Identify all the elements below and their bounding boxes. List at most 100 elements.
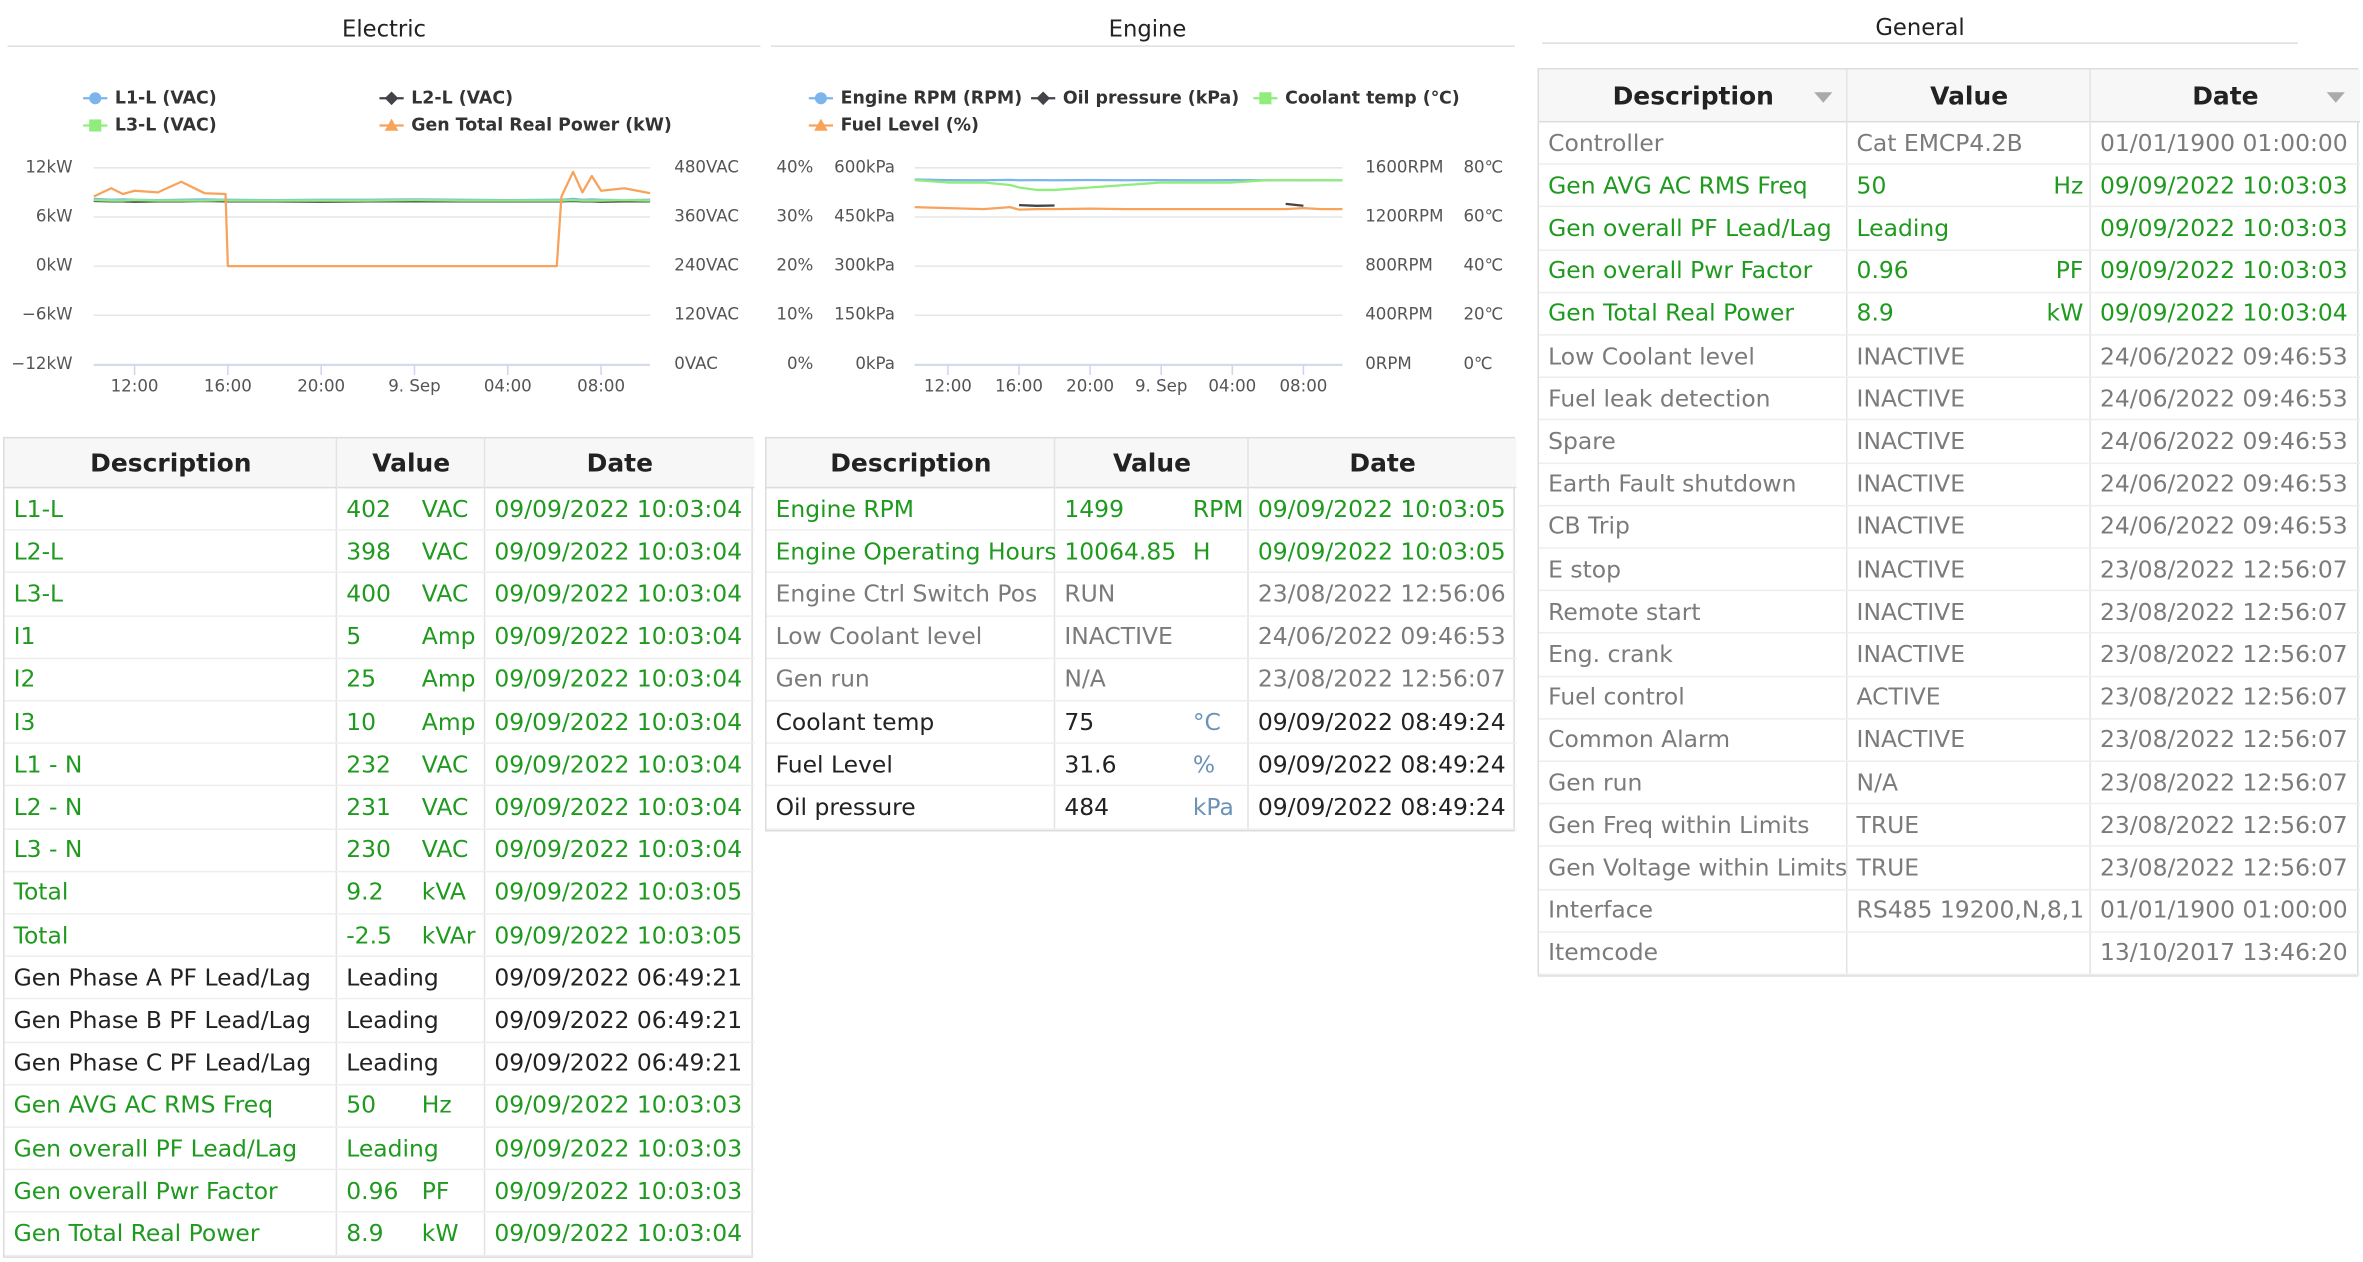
data-table: Description Value Date Controller Cat EMCP4.… bbox=[1537, 68, 2360, 977]
date-cell: 09/09/2022 10:03:04 bbox=[485, 829, 755, 873]
description-cell: Interface bbox=[1539, 890, 1848, 933]
sort-icon[interactable] bbox=[2326, 91, 2345, 103]
column-header: Value bbox=[1055, 438, 1249, 489]
date-cell: 09/09/2022 08:49:24 bbox=[1248, 787, 1517, 830]
value-text: Cat EMCP4.2B bbox=[1856, 129, 2023, 157]
description-cell: Engine Ctrl Switch Pos bbox=[766, 574, 1056, 617]
description-cell: Controller bbox=[1539, 122, 1848, 166]
description-cell: Gen overall PF Lead/Lag bbox=[4, 1128, 338, 1171]
description-cell: L3-L bbox=[4, 574, 338, 617]
value-cell: INACTIVE bbox=[1847, 464, 2091, 507]
value-text: Leading bbox=[346, 1049, 439, 1077]
value-text: N/A bbox=[1064, 665, 1106, 694]
y-tick-label: 240VAC bbox=[674, 256, 739, 275]
value-cell: 5 Amp bbox=[337, 616, 486, 659]
y-tick-label: 0% bbox=[787, 354, 813, 373]
value-text: 50 bbox=[346, 1092, 377, 1120]
column-header: Description bbox=[766, 438, 1056, 489]
value-text: INACTIVE bbox=[1856, 555, 1966, 583]
value-text: 0.96 bbox=[1856, 257, 1909, 285]
value-cell: INACTIVE bbox=[1055, 616, 1249, 659]
date-cell: 23/08/2022 12:56:07 bbox=[2090, 847, 2360, 890]
y-tick-label: 480VAC bbox=[674, 157, 739, 176]
unit-text: Amp bbox=[421, 623, 476, 651]
y-tick-label: 0RPM bbox=[1365, 354, 1411, 373]
value-text: 8.9 bbox=[1856, 299, 1894, 328]
sort-icon[interactable] bbox=[1814, 91, 1833, 103]
unit-text: VAC bbox=[421, 495, 469, 523]
description-cell: Oil pressure bbox=[766, 787, 1056, 830]
date-cell: 24/06/2022 09:46:53 bbox=[2090, 336, 2360, 379]
description-cell: Remote start bbox=[1539, 591, 1848, 635]
column-header[interactable]: Description bbox=[1539, 69, 1848, 123]
value-cell: ACTIVE bbox=[1847, 677, 2091, 720]
value-text: Leading bbox=[346, 964, 439, 992]
date-cell: 09/09/2022 10:03:04 bbox=[485, 574, 755, 617]
value-cell: Leading bbox=[337, 1000, 486, 1043]
description-cell: I2 bbox=[4, 659, 338, 702]
unit-text: kW bbox=[2046, 299, 2084, 328]
value-cell: Cat EMCP4.2B bbox=[1847, 122, 2091, 166]
description-cell: E stop bbox=[1539, 549, 1848, 592]
date-cell: 24/06/2022 09:46:53 bbox=[1248, 616, 1517, 659]
y-tick-label: 10% bbox=[776, 305, 813, 324]
series-line bbox=[914, 205, 1343, 211]
value-cell: N/A bbox=[1847, 762, 2091, 805]
y-tick-label: 400RPM bbox=[1365, 305, 1433, 324]
value-text: Leading bbox=[1856, 214, 1950, 242]
value-cell: INACTIVE bbox=[1847, 378, 2091, 421]
description-cell: Gen AVG AC RMS Freq bbox=[4, 1085, 338, 1128]
value-text: INACTIVE bbox=[1856, 385, 1966, 413]
value-cell: 8.9 kW bbox=[1847, 293, 2091, 336]
date-cell: 23/08/2022 12:56:07 bbox=[2090, 549, 2360, 592]
description-cell: L1-L bbox=[4, 488, 338, 531]
value-cell: 9.2 kVA bbox=[337, 872, 486, 915]
value-text: 25 bbox=[346, 665, 377, 694]
value-cell: 50 Hz bbox=[1847, 165, 2091, 208]
description-cell: L2-L bbox=[4, 531, 338, 574]
date-cell: 09/09/2022 10:03:05 bbox=[485, 872, 755, 915]
x-tick-label: 9. Sep bbox=[1135, 377, 1187, 396]
unit-text: kVA bbox=[421, 878, 466, 907]
column-header[interactable]: Date bbox=[2090, 69, 2360, 123]
description-cell: Gen overall Pwr Factor bbox=[4, 1170, 338, 1214]
unit-text: VAC bbox=[421, 836, 469, 864]
y-tick-label: 1600RPM bbox=[1365, 157, 1443, 176]
date-cell: 09/09/2022 10:03:04 bbox=[485, 787, 755, 830]
value-text: INACTIVE bbox=[1856, 427, 1966, 456]
column-header: Value bbox=[337, 438, 486, 489]
description-cell: Total bbox=[4, 915, 338, 958]
value-text: INACTIVE bbox=[1856, 640, 1966, 669]
y-tick-label: 40% bbox=[776, 157, 813, 176]
description-cell: Fuel control bbox=[1539, 677, 1848, 720]
column-separator bbox=[483, 438, 486, 1256]
description-cell: Engine Operating Hours bbox=[766, 531, 1056, 574]
value-cell: INACTIVE bbox=[1847, 549, 2091, 592]
value-cell: 232 VAC bbox=[337, 744, 486, 787]
value-text: Leading bbox=[346, 1006, 439, 1035]
value-text: 10064.85 bbox=[1064, 537, 1177, 566]
value-cell: INACTIVE bbox=[1847, 634, 2091, 677]
date-cell: 23/08/2022 12:56:07 bbox=[2090, 805, 2360, 848]
value-cell: -2.5 kVAr bbox=[337, 915, 486, 958]
x-tick-label: 04:00 bbox=[1208, 377, 1256, 396]
value-cell: INACTIVE bbox=[1847, 421, 2091, 464]
value-text: 231 bbox=[346, 793, 391, 821]
value-cell: RS485 19200,N,8,1 bbox=[1847, 890, 2091, 933]
value-text: 50 bbox=[1856, 172, 1887, 200]
value-cell: 10064.85 H bbox=[1055, 531, 1249, 574]
y-tick-label: 120VAC bbox=[674, 305, 739, 324]
data-table: Description Value Date Engine RPM 1499 RPM 09/… bbox=[764, 436, 1517, 831]
description-cell: I3 bbox=[4, 701, 338, 745]
column-separator bbox=[335, 438, 338, 1256]
value-text: RS485 19200,N,8,1 bbox=[1856, 896, 2085, 925]
value-cell: 25 Amp bbox=[337, 659, 486, 702]
panel-title: Electric bbox=[342, 17, 426, 43]
legend-label: L2-L (VAC) bbox=[411, 88, 513, 108]
value-cell: INACTIVE bbox=[1847, 506, 2091, 549]
value-cell: 31.6% bbox=[1055, 744, 1249, 787]
value-cell: N/A bbox=[1055, 659, 1249, 702]
date-cell: 09/09/2022 06:49:21 bbox=[485, 1043, 755, 1086]
legend-label: Coolant temp (℃) bbox=[1285, 88, 1460, 108]
